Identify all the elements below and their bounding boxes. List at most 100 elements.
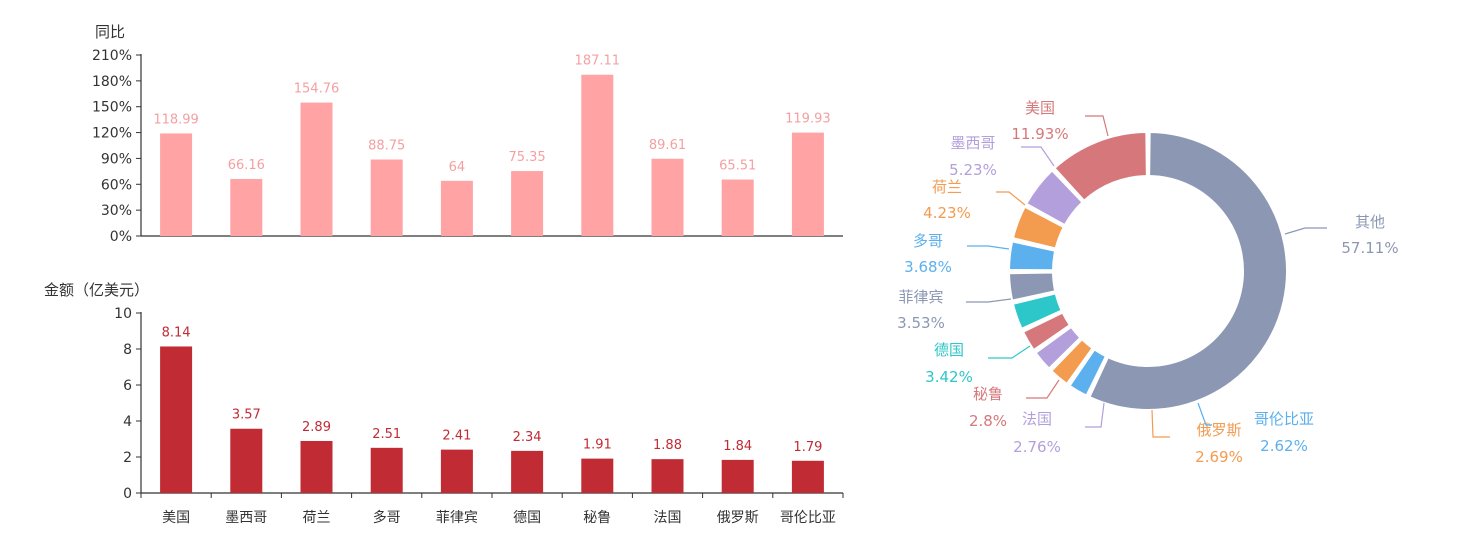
label-leader-line: [1085, 115, 1109, 137]
bar: [440, 449, 473, 493]
slice-percent-label: 57.11%: [1341, 239, 1398, 257]
x-tick-label: 哥伦比亚: [780, 510, 836, 526]
bar-value-label: 65.51: [719, 159, 756, 174]
bar-value-label: 119.93: [785, 112, 831, 127]
bar-value-label: 1.79: [793, 440, 822, 455]
donut-slice: [1021, 311, 1072, 352]
bar: [230, 178, 263, 236]
slice-name-label: 哥伦比亚: [1254, 410, 1314, 428]
slice-name-label: 法国: [1022, 410, 1052, 428]
bar: [230, 428, 263, 493]
slice-percent-label: 2.8%: [969, 412, 1007, 430]
bar: [721, 179, 754, 236]
y-axis-title: 金额（亿美元）: [44, 281, 149, 299]
slice-percent-label: 11.93%: [1011, 125, 1068, 143]
label-leader-line: [966, 298, 1012, 303]
label-leader-line: [967, 245, 1010, 250]
donut-slice: [1049, 337, 1094, 386]
bar-value-label: 2.41: [442, 429, 471, 444]
slice-name-label: 多哥: [913, 232, 943, 250]
y-tick-label: 90%: [101, 151, 132, 167]
x-tick-label: 多哥: [373, 509, 401, 526]
slice-name-label: 秘鲁: [973, 385, 1003, 403]
x-tick-label: 法国: [654, 510, 682, 526]
slice-name-label: 德国: [934, 341, 964, 359]
bar-value-label: 1.91: [583, 438, 612, 453]
bar: [791, 460, 824, 493]
slice-percent-label: 3.68%: [904, 258, 952, 276]
y-tick-label: 0: [123, 486, 132, 502]
y-tick-label: 60%: [101, 177, 132, 193]
slice-name-label: 荷兰: [932, 178, 962, 196]
bar: [651, 158, 684, 236]
y-axis-title: 同比: [95, 23, 125, 41]
bar: [300, 102, 333, 236]
y-tick-label: 30%: [101, 203, 132, 219]
bar: [511, 171, 544, 236]
bar: [581, 74, 614, 236]
bar-value-label: 8.14: [162, 325, 191, 340]
bar: [160, 133, 193, 236]
bar-value-label: 1.84: [723, 439, 752, 454]
x-tick-label: 秘鲁: [583, 510, 611, 526]
label-leader-line: [1284, 227, 1327, 235]
bar-value-label: 2.89: [302, 420, 331, 435]
x-tick-label: 菲律宾: [436, 510, 478, 526]
y-tick-label: 2: [123, 450, 132, 466]
bar-value-label: 89.61: [649, 138, 686, 153]
bar-value-label: 1.88: [653, 438, 682, 453]
bar-value-label: 3.57: [232, 408, 261, 423]
donut-slice: [1011, 205, 1066, 250]
donut-slice: [1008, 271, 1057, 302]
label-leader-line: [1085, 402, 1105, 428]
label-leader-line: [1021, 146, 1055, 167]
slice-percent-label: 5.23%: [949, 161, 997, 179]
x-tick-label: 墨西哥: [225, 510, 267, 526]
share-donut-chart: 美国 11.93% 墨西哥 5.23%荷兰 4.23% 多哥 3.68% 菲律宾 3.53% 德国…: [897, 99, 1398, 466]
bar: [300, 440, 333, 493]
bar-value-label: 154.76: [294, 82, 340, 97]
x-tick-label: 德国: [513, 510, 541, 526]
bar-value-label: 2.51: [372, 427, 401, 442]
slice-name-label: 其他: [1355, 213, 1385, 231]
bar: [160, 346, 193, 493]
slice-name-label: 墨西哥: [950, 134, 995, 152]
slice-percent-label: 2.69%: [1195, 448, 1243, 466]
bar: [721, 459, 754, 493]
label-leader-line: [1197, 402, 1212, 426]
bar-value-label: 88.75: [368, 139, 405, 154]
donut-slice: [1088, 130, 1288, 411]
slice-name-label: 俄罗斯: [1196, 421, 1241, 439]
slice-percent-label: 2.76%: [1013, 438, 1061, 456]
y-tick-label: 210%: [92, 48, 132, 64]
donut-slice: [1053, 130, 1148, 203]
donut-slice: [1034, 325, 1082, 371]
y-tick-label: 120%: [92, 126, 132, 142]
slice-percent-label: 3.42%: [925, 368, 973, 386]
bar-value-label: 2.34: [513, 430, 542, 445]
bar: [791, 132, 824, 236]
label-leader-line: [1151, 409, 1170, 438]
bar-value-label: 118.99: [153, 112, 199, 127]
bar: [370, 447, 403, 493]
donut-slice: [1011, 292, 1063, 331]
y-tick-label: 6: [123, 378, 132, 394]
bar-value-label: 75.35: [508, 150, 545, 165]
y-tick-label: 150%: [92, 100, 132, 116]
bar: [581, 458, 614, 493]
donut-slice: [1007, 240, 1057, 272]
donut-slice: [1068, 348, 1108, 397]
x-tick-label: 荷兰: [303, 510, 331, 526]
label-leader-line: [988, 345, 1031, 359]
bar-value-label: 66.16: [228, 158, 265, 173]
yoy-bar-chart: 0% 30% 60% 90% 120% 150% 180% 210% 同比 118.99 66.16…: [92, 23, 843, 245]
slice-name-label: 菲律宾: [898, 288, 943, 306]
x-tick-label: 美国: [162, 510, 190, 526]
bar: [511, 450, 544, 493]
slice-percent-label: 2.62%: [1260, 437, 1308, 455]
bar: [370, 159, 403, 236]
bar: [440, 180, 473, 236]
bar-value-label: 64: [449, 160, 466, 175]
donut-slice: [1024, 168, 1084, 227]
amount-bar-chart: 0 2 4 6 8 10 金额（亿美元） 8.14 美国 3.57 墨西哥 2.89 荷兰 2.51 多哥 2…: [44, 281, 844, 526]
